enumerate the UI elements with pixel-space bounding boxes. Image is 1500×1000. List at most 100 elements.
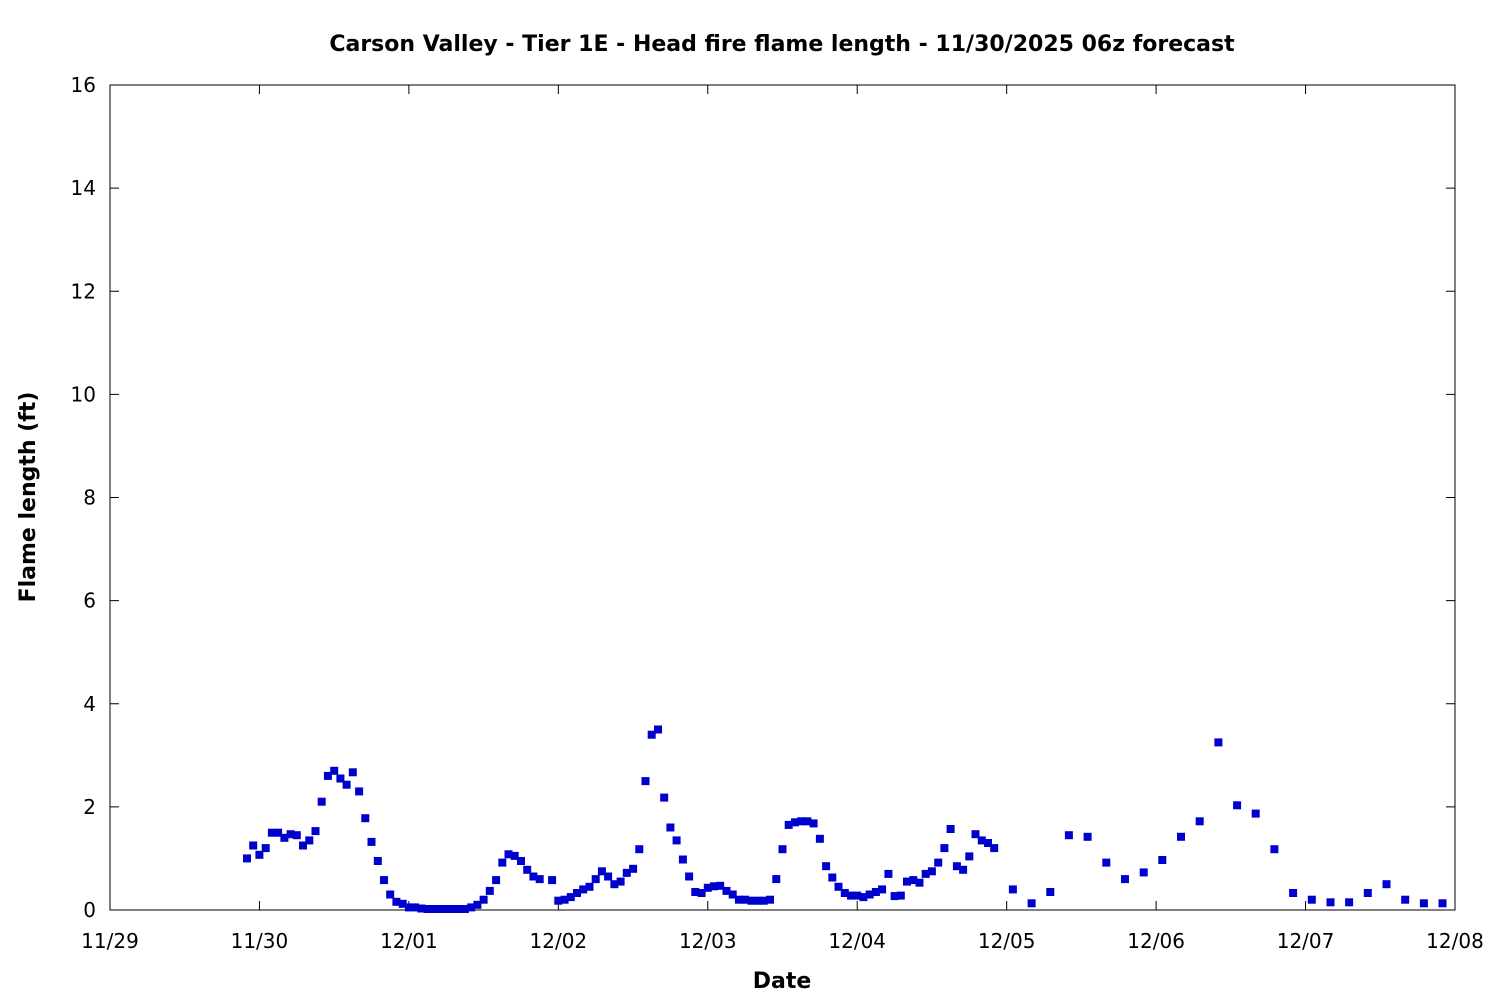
data-point [741, 895, 750, 904]
data-point [772, 875, 781, 884]
data-point [411, 903, 420, 912]
data-point [722, 886, 731, 895]
data-point [834, 882, 843, 891]
data-point [853, 891, 862, 900]
x-tick-label: 12/04 [828, 929, 886, 953]
data-point [865, 890, 874, 899]
data-point [977, 836, 986, 845]
data-point [1307, 895, 1316, 904]
data-point [429, 905, 438, 913]
data-point [971, 830, 980, 839]
x-tick-label: 12/02 [530, 929, 588, 953]
data-point [1214, 738, 1223, 747]
data-point [386, 890, 395, 899]
data-point [940, 844, 949, 853]
y-tick-label: 6 [83, 589, 96, 613]
data-point [498, 858, 507, 867]
data-point [791, 818, 799, 827]
y-tick-label: 12 [71, 279, 96, 303]
data-point [604, 872, 613, 881]
data-point [878, 885, 887, 894]
data-point [510, 851, 519, 860]
data-point [840, 889, 849, 897]
data-point [367, 837, 376, 846]
data-point [286, 830, 295, 839]
data-point [243, 854, 251, 863]
data-point [454, 905, 463, 913]
data-point [448, 905, 457, 913]
data-point [610, 880, 619, 889]
data-point [292, 831, 301, 840]
data-point [517, 857, 525, 865]
data-point [392, 897, 401, 906]
data-point [280, 833, 289, 842]
data-point [672, 836, 681, 845]
data-point [828, 873, 837, 882]
data-point [423, 905, 432, 913]
data-point [504, 850, 513, 859]
data-point [691, 888, 700, 896]
data-point [710, 882, 718, 891]
data-point [697, 889, 706, 897]
x-tick-label: 12/01 [380, 929, 438, 953]
y-tick-label: 14 [71, 176, 96, 200]
data-point [267, 828, 276, 837]
data-point [635, 845, 644, 854]
data-point [1158, 856, 1167, 864]
data-point [274, 828, 283, 837]
data-point [622, 868, 631, 877]
data-point [759, 896, 768, 905]
data-point [1419, 899, 1428, 908]
data-point [654, 725, 662, 734]
x-tick-label: 12/07 [1277, 929, 1335, 953]
data-point [728, 890, 737, 899]
data-points [243, 725, 1447, 913]
data-point [336, 774, 345, 783]
data-point [921, 869, 930, 878]
data-point [579, 885, 588, 894]
data-point [903, 877, 911, 886]
x-tick-label: 12/08 [1426, 929, 1484, 953]
data-point [492, 876, 501, 885]
data-point [716, 881, 725, 890]
data-point [380, 876, 388, 885]
data-point [473, 900, 482, 909]
data-point [535, 875, 544, 884]
data-point [554, 896, 563, 905]
data-point [946, 825, 955, 833]
data-point [815, 834, 824, 843]
data-point [666, 823, 675, 832]
data-point [485, 886, 494, 895]
data-point [641, 777, 650, 786]
data-point [566, 893, 575, 902]
y-tick-label: 10 [71, 382, 96, 406]
data-point [822, 862, 831, 871]
data-point [529, 872, 538, 881]
data-point [871, 888, 880, 896]
data-point [784, 820, 793, 829]
data-point [778, 845, 787, 854]
data-point [703, 883, 712, 892]
data-point [323, 771, 332, 780]
data-point [747, 896, 756, 905]
x-tick-label: 11/29 [81, 929, 139, 953]
data-point [305, 836, 314, 845]
x-tick-label: 12/06 [1127, 929, 1185, 953]
data-point [896, 891, 905, 900]
data-point [629, 864, 638, 873]
data-point [616, 877, 625, 886]
data-point [1326, 898, 1335, 907]
data-point [1363, 889, 1372, 897]
data-point [479, 895, 488, 904]
x-tick-label: 11/30 [231, 929, 289, 953]
data-point [809, 819, 818, 828]
data-point [311, 827, 320, 836]
data-point [1401, 895, 1410, 904]
data-point [927, 867, 936, 876]
data-point [952, 862, 961, 871]
data-point [847, 891, 855, 900]
data-point [585, 882, 594, 891]
data-point [1064, 831, 1073, 840]
data-point [890, 892, 899, 901]
